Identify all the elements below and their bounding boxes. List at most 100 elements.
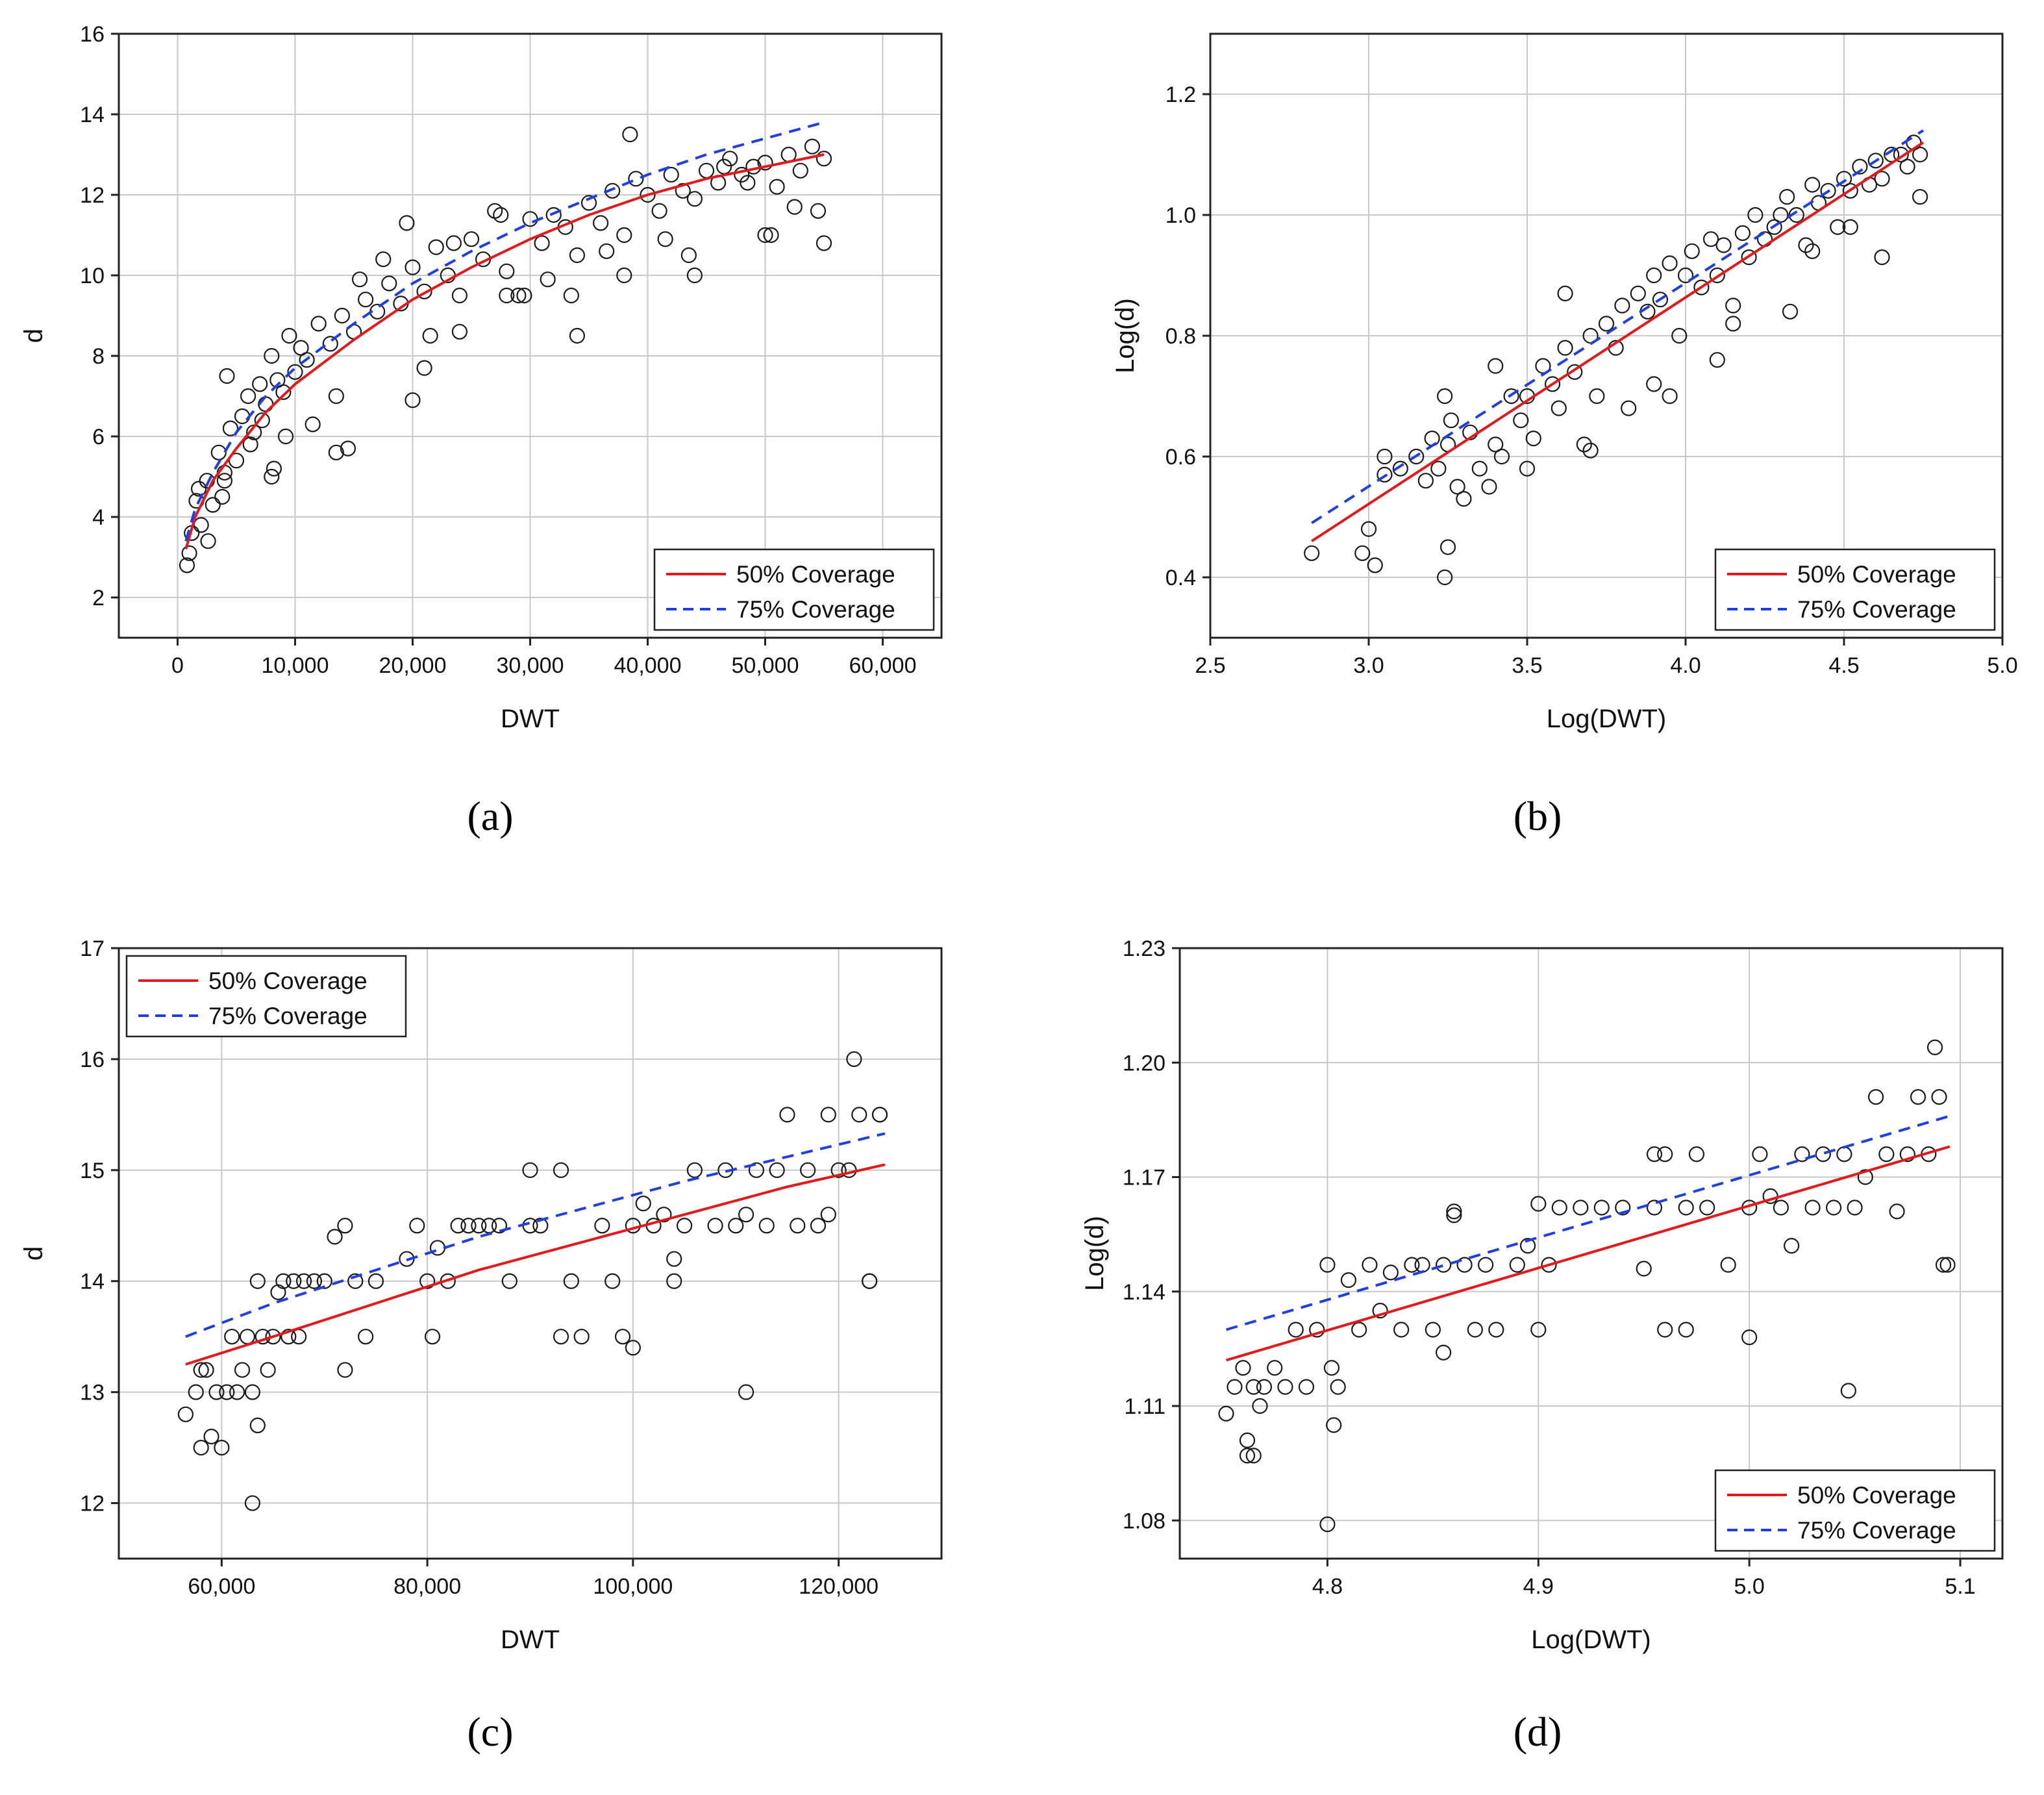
data-point bbox=[592, 215, 609, 231]
data-point bbox=[405, 259, 421, 275]
data-point bbox=[190, 481, 207, 497]
data-point bbox=[375, 251, 392, 268]
data-point bbox=[219, 1384, 235, 1400]
legend-label-75: 75% Coverage bbox=[736, 596, 895, 623]
data-point bbox=[686, 267, 703, 284]
y-axis-title: d bbox=[19, 329, 48, 343]
legend-box bbox=[125, 955, 407, 1038]
data-point bbox=[1392, 460, 1408, 477]
legend-label-50: 50% Coverage bbox=[1797, 561, 1956, 588]
y-tick-label: 2 bbox=[92, 586, 105, 610]
data-point bbox=[722, 151, 738, 167]
data-point bbox=[1340, 1272, 1356, 1288]
data-point bbox=[1525, 430, 1541, 447]
y-tick-label: 16 bbox=[80, 1048, 105, 1072]
data-point bbox=[275, 384, 292, 400]
data-point bbox=[214, 488, 231, 505]
data-point bbox=[1326, 1417, 1342, 1433]
data-point bbox=[244, 1384, 260, 1400]
data-point bbox=[1309, 1322, 1325, 1338]
data-point bbox=[1766, 219, 1782, 235]
data-point bbox=[1699, 1199, 1715, 1216]
data-point bbox=[295, 1273, 312, 1289]
series-line-75 bbox=[184, 121, 825, 542]
data-point bbox=[1874, 249, 1890, 266]
data-point bbox=[499, 287, 515, 304]
data-point bbox=[1519, 1238, 1536, 1254]
data-point bbox=[1826, 1199, 1842, 1216]
data-point bbox=[1857, 1169, 1873, 1185]
data-point bbox=[810, 203, 827, 219]
data-point bbox=[501, 1273, 517, 1289]
data-point bbox=[1382, 1264, 1399, 1281]
data-point bbox=[1709, 352, 1725, 368]
data-point bbox=[666, 1251, 682, 1267]
data-point bbox=[1715, 237, 1732, 253]
data-point bbox=[757, 227, 773, 244]
data-point bbox=[1646, 1199, 1663, 1216]
data-point bbox=[1847, 1199, 1863, 1216]
data-point bbox=[1509, 1257, 1525, 1273]
y-axis-title: Log(d) bbox=[1080, 1216, 1109, 1291]
data-point bbox=[280, 1329, 297, 1345]
data-point bbox=[1830, 219, 1846, 235]
y-tick-label: 1.23 bbox=[1123, 936, 1165, 961]
data-point bbox=[181, 545, 197, 561]
series-line-50 bbox=[1225, 1145, 1951, 1362]
data-point bbox=[1354, 545, 1371, 561]
data-point bbox=[1794, 1146, 1810, 1162]
data-point bbox=[1551, 400, 1567, 416]
data-point bbox=[1662, 388, 1678, 405]
panel-c: 60,000 80,000 100,000 120,000 12 13 14 15 16 17 DW… bbox=[19, 936, 943, 1654]
data-point bbox=[1725, 297, 1741, 314]
data-point bbox=[1425, 1322, 1441, 1338]
legend-label-50: 50% Coverage bbox=[736, 561, 895, 588]
data-point bbox=[1417, 473, 1434, 489]
data-point bbox=[1657, 1322, 1673, 1338]
data-point bbox=[675, 182, 691, 199]
data-point bbox=[786, 199, 803, 215]
data-point bbox=[1912, 189, 1928, 205]
legend-label-75: 75% Coverage bbox=[1797, 596, 1956, 623]
data-point bbox=[234, 1362, 251, 1378]
data-point bbox=[265, 1329, 281, 1345]
x-tick-label: 30,000 bbox=[497, 653, 564, 678]
x-tick-label: 4.0 bbox=[1670, 653, 1701, 678]
data-point bbox=[357, 1329, 374, 1345]
x-tick-label: 5.0 bbox=[1987, 653, 2017, 678]
data-point bbox=[1593, 1199, 1610, 1216]
data-point bbox=[628, 171, 644, 187]
data-point bbox=[337, 1362, 353, 1378]
x-tick-label: 60,000 bbox=[188, 1574, 255, 1599]
data-point bbox=[1779, 189, 1795, 205]
data-point bbox=[769, 1162, 785, 1178]
data-point bbox=[286, 1273, 302, 1289]
data-point bbox=[416, 360, 432, 376]
data-point bbox=[310, 316, 327, 332]
data-point bbox=[299, 352, 315, 368]
series-line-50 bbox=[1311, 141, 1925, 542]
data-point bbox=[1541, 1257, 1557, 1273]
data-point bbox=[1488, 436, 1504, 453]
data-point bbox=[580, 195, 597, 211]
plot-frame bbox=[118, 947, 943, 1560]
data-point bbox=[1874, 171, 1890, 187]
data-point bbox=[1720, 1257, 1736, 1273]
data-point bbox=[1852, 158, 1868, 175]
data-point bbox=[463, 231, 480, 247]
x-tick-label: 4.8 bbox=[1312, 1574, 1343, 1599]
data-point bbox=[275, 1273, 292, 1289]
x-tick-label: 0 bbox=[171, 653, 184, 678]
x-tick-label: 5.0 bbox=[1734, 1574, 1765, 1599]
data-point bbox=[306, 1273, 323, 1289]
data-point bbox=[1582, 442, 1599, 458]
data-point bbox=[1360, 521, 1377, 537]
data-point bbox=[328, 388, 344, 405]
series-line-75 bbox=[1311, 129, 1925, 524]
data-point bbox=[193, 1362, 209, 1378]
data-point bbox=[1836, 171, 1852, 187]
data-point bbox=[214, 1439, 230, 1456]
data-point bbox=[264, 347, 280, 364]
data-point bbox=[651, 203, 667, 219]
